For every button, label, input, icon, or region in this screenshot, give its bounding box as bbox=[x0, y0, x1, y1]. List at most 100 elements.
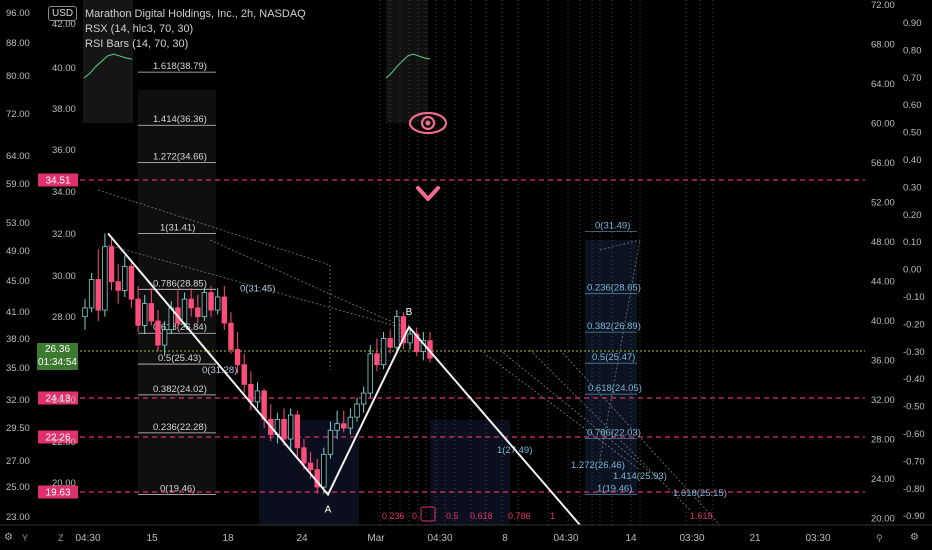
eye-icon-part bbox=[425, 120, 431, 126]
right-axis-label: 40.00 bbox=[871, 316, 895, 327]
candle-body bbox=[307, 462, 314, 470]
left-axis-label: 32.00 bbox=[6, 395, 30, 406]
time-axis-label: 24 bbox=[296, 533, 308, 544]
rsx-line bbox=[385, 53, 431, 79]
price-level-tag bbox=[38, 485, 78, 499]
candle-body bbox=[201, 292, 208, 318]
inner-axis-label: 28.00 bbox=[52, 312, 76, 323]
inner-axis-label: 38.00 bbox=[52, 104, 76, 115]
candle-body bbox=[195, 307, 201, 318]
gear-icon[interactable]: ⚙ bbox=[4, 532, 13, 543]
right-axis-label: 72.00 bbox=[871, 0, 895, 11]
candle-body bbox=[334, 423, 340, 431]
candle-body bbox=[95, 279, 101, 311]
candle-body bbox=[327, 429, 334, 455]
oscillator-axis-label: 0.30 bbox=[903, 182, 922, 193]
inner-axis-label: 30.00 bbox=[52, 271, 76, 282]
oscillator-axis-label: 0.90 bbox=[903, 18, 922, 29]
annotation-icons bbox=[408, 111, 448, 201]
shade-box bbox=[386, 0, 428, 123]
candle-body bbox=[261, 390, 267, 420]
indicator-rsx-label[interactable]: RSX (14, hlc3, 70, 30) bbox=[85, 23, 194, 35]
fib-extra-label: 0(31.45) bbox=[240, 283, 275, 294]
time-axis-label: 18 bbox=[222, 533, 234, 544]
oscillator-axis-label: 0.70 bbox=[903, 73, 922, 84]
time-axis-label: 21 bbox=[749, 533, 761, 544]
eye-icon bbox=[408, 111, 448, 135]
candle-body bbox=[301, 447, 307, 464]
candle-body bbox=[341, 423, 347, 429]
currency-badge[interactable]: USD bbox=[48, 6, 78, 21]
oscillator-axis-label: -0.40 bbox=[903, 374, 925, 385]
right-axis-label: 68.00 bbox=[871, 40, 895, 51]
right-axis-label: 36.00 bbox=[871, 356, 895, 367]
left-axis-label: 96.00 bbox=[6, 8, 30, 19]
candle-body bbox=[221, 296, 228, 324]
fib-level-label: 1.272(26.46) bbox=[571, 460, 625, 471]
left-axis-label: 64.00 bbox=[6, 151, 30, 162]
fib-level-label: 0.236(28.65) bbox=[587, 283, 641, 294]
trend-line bbox=[209, 239, 411, 331]
left-axis-label: 80.00 bbox=[6, 71, 30, 82]
pattern-point-label: A bbox=[325, 505, 332, 516]
trend-line bbox=[97, 189, 331, 266]
right-axis-label: 52.00 bbox=[871, 198, 895, 209]
oscillator-axis-label: -0.20 bbox=[903, 319, 925, 330]
price-level-label: 22.26 bbox=[45, 433, 70, 444]
fib-level-label: 1.414(36.36) bbox=[153, 114, 207, 125]
fib-level-label: 0(19.46) bbox=[160, 484, 195, 495]
right-axis-label: 64.00 bbox=[871, 79, 895, 90]
z-axis-icon: Z bbox=[58, 533, 64, 543]
fib-extra-label: 0(31.28) bbox=[202, 365, 237, 376]
inner-axis-label: 20.00 bbox=[52, 478, 76, 489]
fib-level-label: 0.786(22.03) bbox=[587, 427, 641, 438]
candle-body bbox=[374, 353, 380, 366]
fib-level-label: 1.618(38.79) bbox=[153, 61, 207, 72]
trend-line bbox=[559, 349, 721, 526]
price-level-tag bbox=[38, 173, 78, 187]
candle-body bbox=[128, 265, 135, 300]
left-axis-label: 45.00 bbox=[6, 276, 30, 287]
inner-axis-label: 24.00 bbox=[52, 395, 76, 406]
right-axis-label: 60.00 bbox=[871, 119, 895, 130]
fib-level-label: 0.236(22.28) bbox=[153, 422, 207, 433]
pattern-line bbox=[107, 232, 581, 526]
oscillator-axis-label: 0.20 bbox=[903, 210, 922, 221]
candle-body bbox=[115, 281, 121, 291]
oscillator-axis-label: 0.60 bbox=[903, 100, 922, 111]
price-level-tag bbox=[38, 430, 78, 444]
time-axis-label: 04:30 bbox=[427, 533, 452, 544]
eye-icon-part bbox=[420, 115, 436, 131]
oscillator-axis-label: 0.50 bbox=[903, 128, 922, 139]
indicator-rsi-bars-label[interactable]: RSI Bars (14, 70, 30) bbox=[85, 38, 189, 50]
fib-level-label: 1.618(25.15) bbox=[673, 488, 727, 499]
fib-level-label: 0.786(28.85) bbox=[153, 278, 207, 289]
settings-icon[interactable]: ⚙ bbox=[910, 532, 919, 543]
candle-body bbox=[188, 298, 194, 309]
time-axis-label: 04:30 bbox=[75, 533, 100, 544]
bar-countdown: 01:34:54 bbox=[38, 357, 77, 368]
search-icon: ⚲ bbox=[876, 533, 883, 543]
symbol-title[interactable]: Marathon Digital Holdings, Inc., 2h, NAS… bbox=[85, 8, 306, 20]
fib-level-label: 1.414(25.93) bbox=[613, 471, 667, 482]
oscillator-axis-label: 0.80 bbox=[903, 45, 922, 56]
candle-body bbox=[347, 416, 354, 429]
left-axis-label: 23.00 bbox=[6, 512, 30, 523]
candle-body bbox=[122, 265, 128, 291]
inner-axis-label: 42.00 bbox=[52, 19, 76, 30]
candle-body bbox=[400, 316, 407, 344]
fib-level-label: 1(19.46) bbox=[597, 484, 632, 495]
oscillator-axis-label: -0.10 bbox=[903, 292, 925, 303]
candle-body bbox=[148, 303, 155, 322]
right-axis-label: 24.00 bbox=[871, 474, 895, 485]
trend-line bbox=[529, 349, 691, 511]
inner-axis-label: 32.00 bbox=[52, 229, 76, 240]
left-axis-label: 25.00 bbox=[6, 482, 30, 493]
candle-body bbox=[380, 338, 387, 366]
time-axis-label: 15 bbox=[146, 533, 158, 544]
candle-body bbox=[294, 414, 301, 449]
fib-level-label: 0.618(24.05) bbox=[588, 383, 642, 394]
current-price-value: 26.36 bbox=[44, 344, 71, 355]
